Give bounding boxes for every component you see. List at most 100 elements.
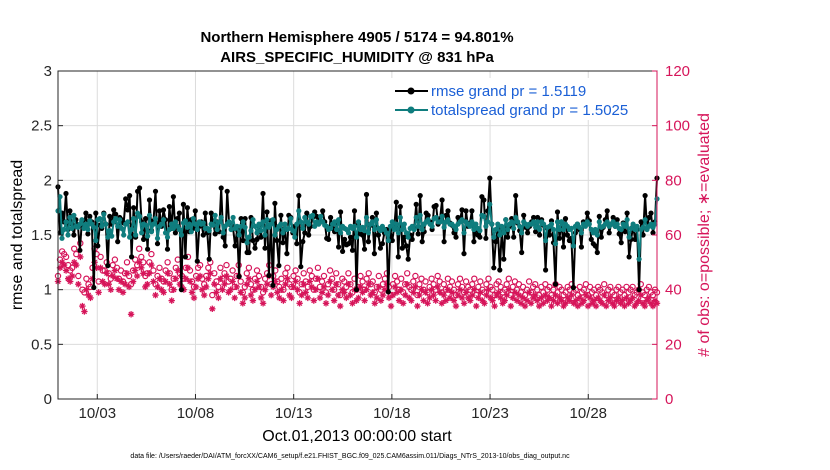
obs-evaluated-marker [505,286,512,293]
spread-marker [67,214,73,221]
spread-marker [642,217,648,223]
obs-possible-marker [477,278,484,285]
rmse-marker [184,205,190,211]
rmse-marker [95,243,101,249]
spread-marker [212,212,218,218]
obs-evaluated-marker [379,291,387,299]
spread-marker [59,235,65,241]
spread-marker [270,217,276,223]
obs-possible-marker [375,272,382,280]
spread-marker [634,223,640,229]
obs-evaluated-marker [521,302,529,310]
rmse-marker [525,230,531,236]
obs-evaluated-marker [416,291,423,299]
rmse-marker [379,241,385,247]
obs-evaluated-marker [233,283,240,291]
rmse-marker [91,284,97,291]
spread-marker [296,208,302,214]
obs-possible-marker [75,272,82,280]
rmse-marker [105,263,111,269]
spread-marker [292,234,298,240]
obs-evaluated-marker [253,278,261,285]
spread-marker [260,219,266,225]
obs-evaluated-marker [489,297,496,304]
obs-evaluated-marker [454,291,462,299]
spread-marker [351,223,358,229]
rmse-marker [220,234,226,240]
obs-evaluated-marker [402,291,409,299]
obs-evaluated-marker [231,294,238,302]
obs-possible-marker [164,259,171,266]
obs-evaluated-marker [259,300,267,307]
obs-evaluated-marker [554,300,561,307]
rmse-marker [622,229,628,235]
spread-marker [365,230,371,236]
obs-evaluated-marker [192,283,200,291]
spread-marker [61,226,67,233]
spread-marker [145,233,151,239]
rmse-marker [222,243,228,249]
obs-evaluated-marker [247,291,255,299]
obs-evaluated-marker [345,281,352,288]
rmse-marker [363,191,370,198]
rmse-marker [180,201,186,207]
spread-marker [316,221,322,227]
obs-evaluated-marker [166,281,173,288]
obs-evaluated-marker [296,300,303,307]
y-axis-title: rmse and totalspread [9,160,26,310]
obs-possible-marker [255,272,263,280]
spread-marker [383,230,389,236]
obs-possible-marker [243,270,250,277]
rmse-marker [594,249,600,256]
spread-marker [103,221,109,227]
obs-evaluated-marker [373,294,380,302]
obs-evaluated-marker [290,283,297,291]
obs-evaluated-marker [121,281,129,288]
rmse-marker [584,210,590,216]
obs-possible-marker [503,281,510,288]
obs-evaluated-marker [136,259,143,266]
spread-marker [469,219,475,225]
obs-evaluated-marker [599,300,606,307]
obs-evaluated-marker [326,278,334,285]
rmse-marker [246,249,252,256]
rmse-marker [200,232,206,238]
spread-marker [57,194,63,200]
rmse-marker [409,236,415,242]
rmse-marker [146,197,153,203]
obs-evaluated-marker [95,289,102,296]
obs-possible-marker [430,281,437,288]
spread-marker [194,226,200,233]
obs-evaluated-marker [495,289,502,296]
spread-marker [467,223,473,229]
spread-marker [419,226,425,233]
obs-evaluated-marker [361,297,368,304]
rmse-marker [497,267,503,273]
obs-evaluated-marker [123,270,131,277]
obs-evaluated-marker [440,291,447,299]
obs-evaluated-marker [83,286,90,293]
obs-evaluated-marker [548,302,555,310]
obs-possible-marker [580,286,588,293]
rmse-marker [604,208,610,214]
obs-evaluated-marker [75,281,82,288]
obs-evaluated-marker [237,289,244,296]
spread-marker [226,219,232,225]
spread-marker [556,226,563,233]
obs-possible-marker [318,278,326,285]
obs-evaluated-marker [60,261,68,269]
rmse-marker [642,193,648,199]
spread-marker [258,228,264,234]
obs-evaluated-marker [601,291,608,299]
spread-marker [248,228,254,234]
obs-evaluated-marker [391,283,399,291]
obs-evaluated-marker [284,275,291,282]
obs-evaluated-marker [414,302,421,310]
obs-evaluated-marker [509,294,516,302]
obs-evaluated-marker [552,291,559,299]
spread-marker [361,228,368,234]
spread-marker [230,214,236,221]
obs-evaluated-marker [422,289,429,296]
spread-marker [302,214,308,221]
obs-possible-marker [217,264,224,271]
